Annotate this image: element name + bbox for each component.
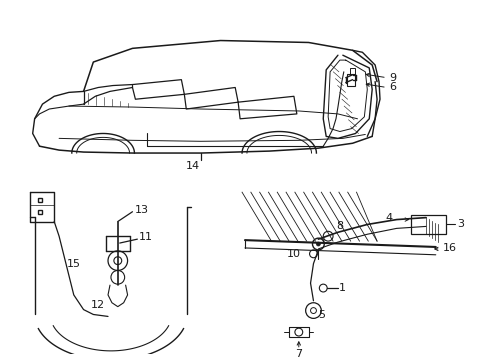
Bar [346,74,354,86]
Bar [349,68,354,74]
Text: 4: 4 [385,213,392,222]
Text: 10: 10 [286,249,300,259]
Text: 7: 7 [294,348,302,359]
Circle shape [316,242,320,246]
Text: 3: 3 [456,220,463,229]
Text: 16: 16 [442,243,456,253]
Text: 6: 6 [388,82,395,93]
Text: 14: 14 [186,161,200,171]
Text: 8: 8 [335,221,343,231]
Text: 13: 13 [134,205,148,215]
Text: 12: 12 [91,300,105,310]
Text: 9: 9 [388,73,395,83]
Text: 1: 1 [338,283,345,293]
Text: 5: 5 [318,310,325,320]
Bar [410,215,445,234]
Text: 11: 11 [139,232,153,242]
Text: 15: 15 [67,258,81,269]
